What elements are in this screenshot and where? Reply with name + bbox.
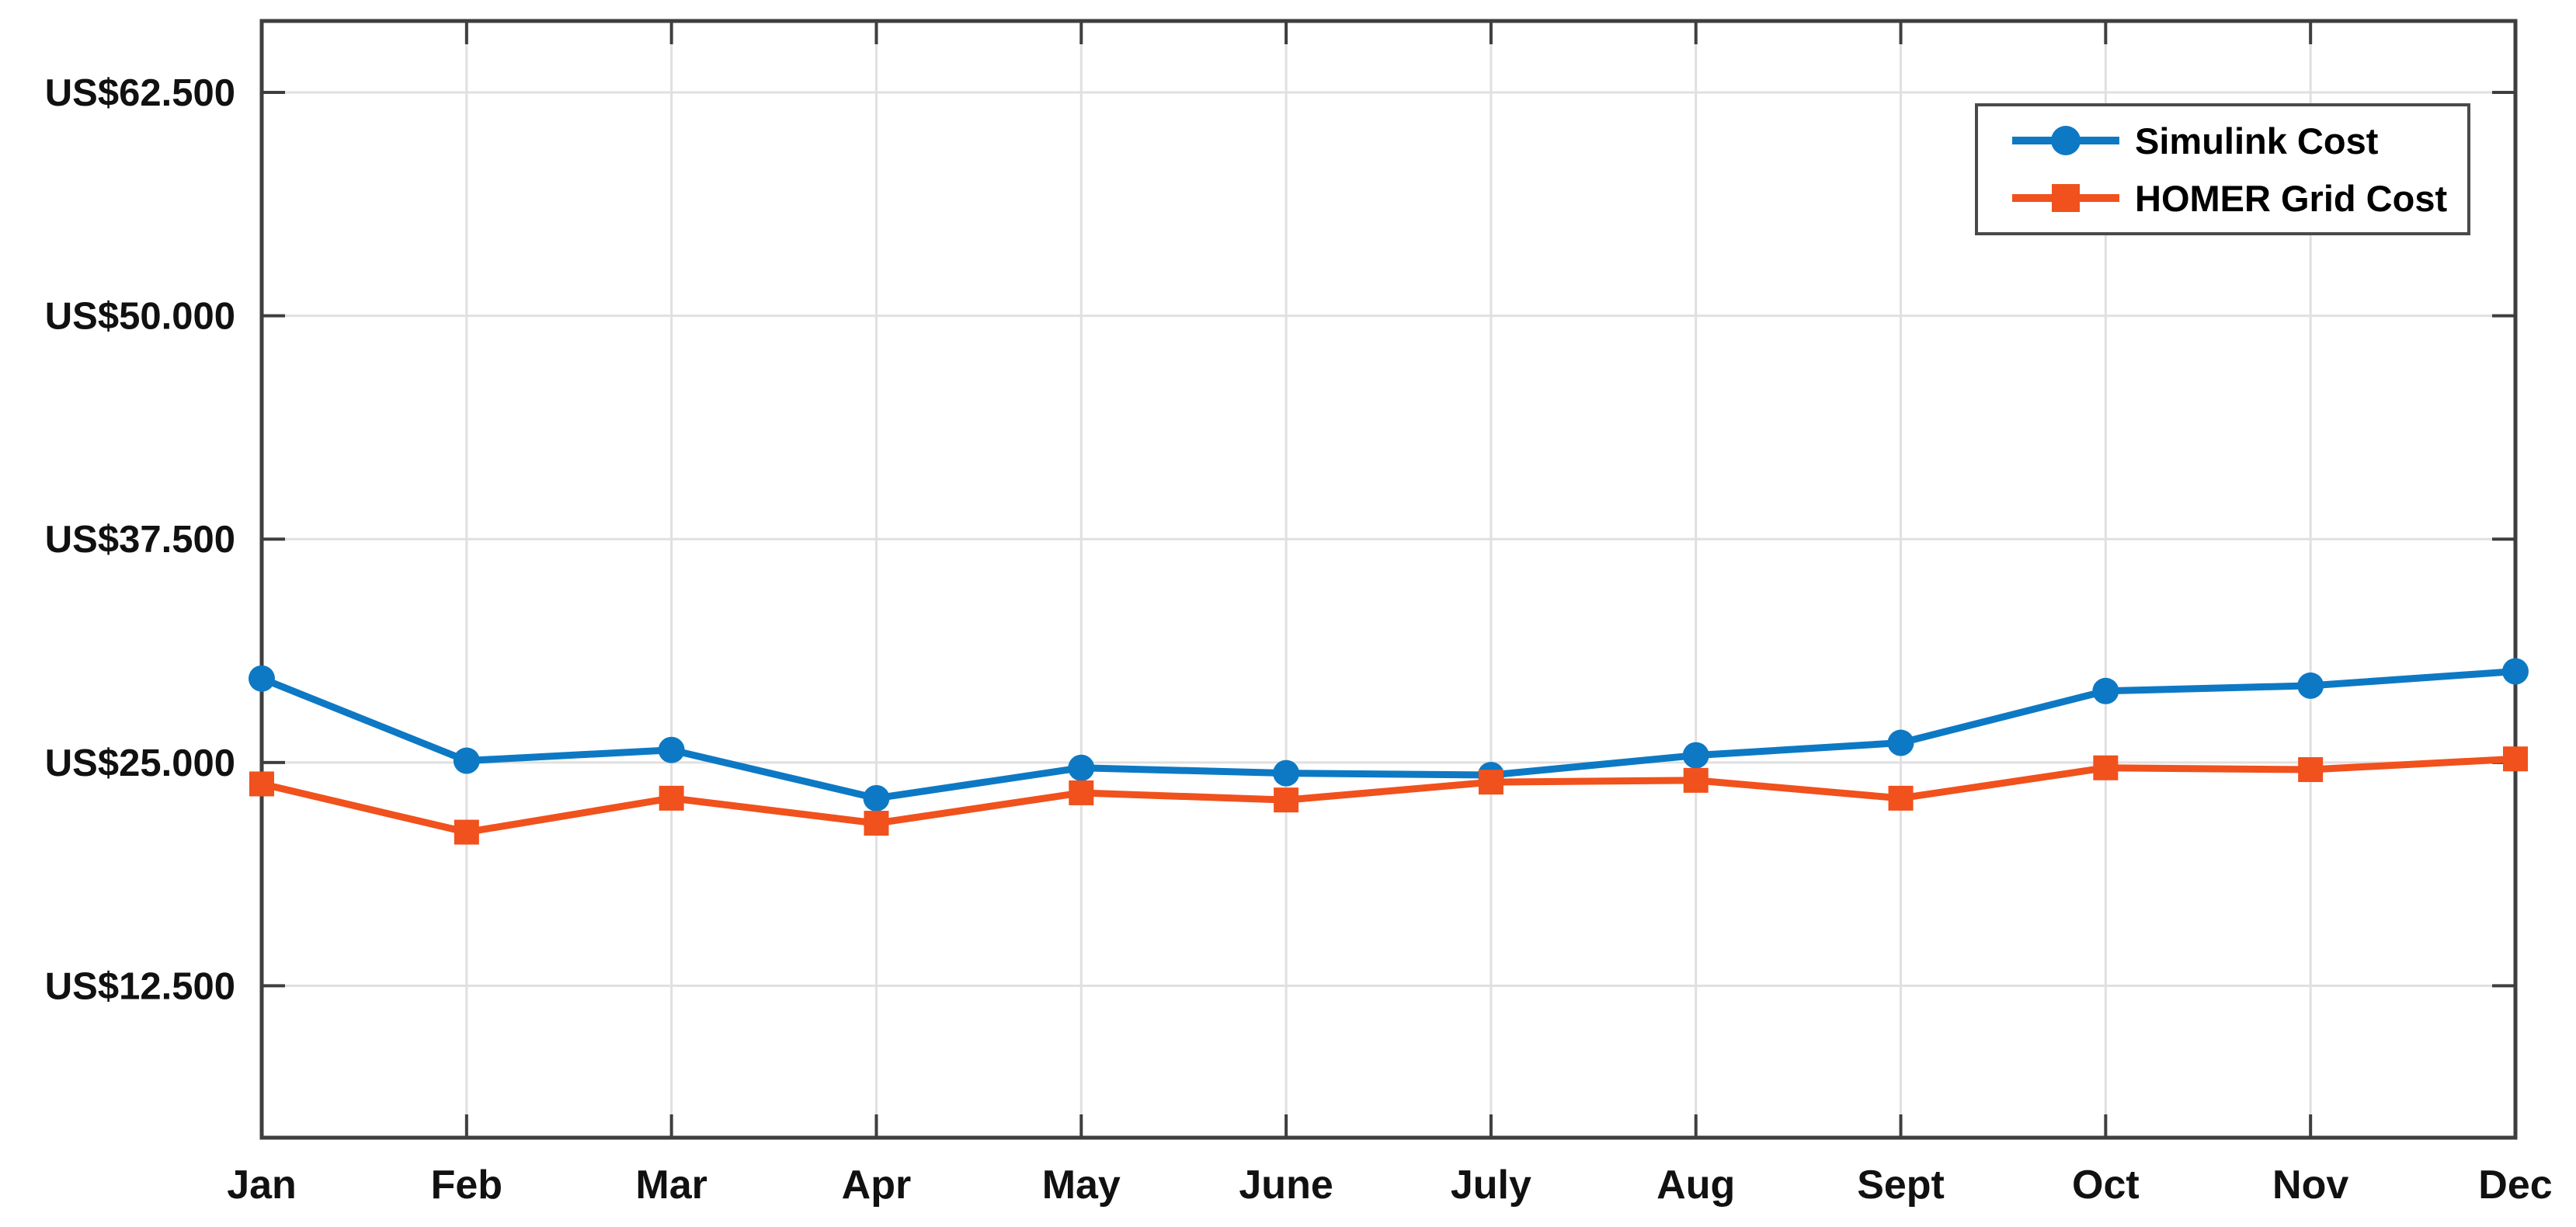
x-tick-label: Feb	[431, 1163, 502, 1208]
y-tick-label: US$25.000	[45, 742, 235, 784]
x-tick-label: Oct	[2072, 1163, 2140, 1208]
x-tick-label: July	[1451, 1163, 1531, 1208]
data-point-marker	[863, 784, 890, 812]
legend: Simulink Cost HOMER Grid Cost	[1975, 103, 2470, 235]
data-point-marker	[2092, 677, 2119, 704]
axes-box	[259, 19, 2518, 1140]
data-point-marker	[249, 665, 275, 692]
y-tick-label: US$37.500	[45, 519, 235, 561]
data-point-marker	[658, 736, 685, 763]
series-line-1	[258, 755, 2519, 836]
data-point-marker	[1887, 729, 1914, 756]
y-tick-label: US$62.500	[45, 72, 235, 114]
y-tick-label: US$12.500	[45, 965, 235, 1007]
data-point-marker	[1274, 787, 1299, 813]
legend-line-square-icon	[2012, 184, 2119, 212]
data-point-marker	[2503, 746, 2528, 772]
x-tick-label: Apr	[842, 1163, 912, 1208]
y-tick-label: US$50.000	[45, 296, 235, 338]
data-point-marker	[864, 811, 889, 836]
data-point-marker	[249, 771, 274, 797]
x-tick-label: Dec	[2478, 1163, 2552, 1208]
data-point-marker	[1888, 785, 1914, 811]
data-point-marker	[659, 785, 684, 811]
legend-item-simulink-cost: Simulink Cost	[2008, 117, 2467, 164]
data-point-marker	[1683, 767, 1709, 793]
x-tick-label: Jan	[227, 1163, 297, 1208]
legend-item-homer-grid-cost: HOMER Grid Cost	[2008, 175, 2467, 221]
series-line-0	[258, 667, 2519, 802]
x-tick-label: Sept	[1857, 1163, 1945, 1208]
data-point-marker	[1478, 770, 1504, 795]
data-point-marker	[1068, 754, 1095, 781]
x-tick-label: Aug	[1656, 1163, 1735, 1208]
x-tick-label: May	[1042, 1163, 1121, 1208]
data-point-marker	[2298, 757, 2324, 783]
data-point-marker	[2502, 658, 2529, 685]
x-tick-label: Mar	[635, 1163, 707, 1208]
data-point-marker	[1273, 759, 1300, 787]
data-point-marker	[2297, 672, 2324, 699]
data-point-marker	[1069, 780, 1094, 805]
legend-label-homer-grid-cost: HOMER Grid Cost	[2135, 177, 2448, 219]
data-point-marker	[454, 819, 479, 845]
data-point-marker	[2093, 755, 2119, 780]
x-tick-label: Nov	[2272, 1163, 2348, 1208]
data-point-marker	[453, 747, 480, 774]
legend-label-simulink-cost: Simulink Cost	[2135, 120, 2379, 162]
legend-line-circle-icon	[2012, 126, 2119, 155]
x-tick-label: June	[1239, 1163, 1333, 1208]
data-point-marker	[1682, 742, 1709, 769]
